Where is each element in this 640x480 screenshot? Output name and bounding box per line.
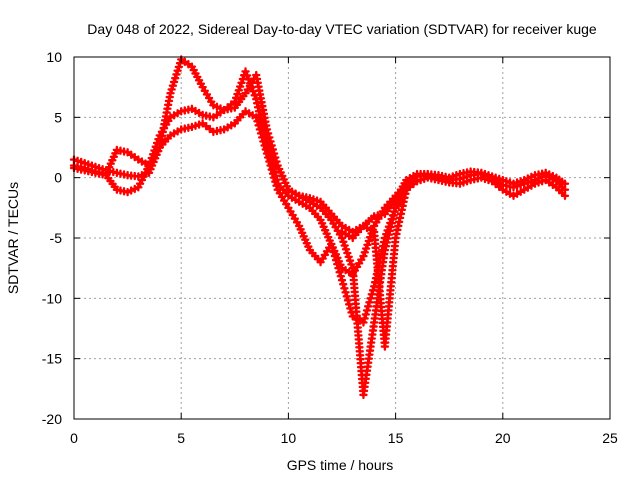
axis-ticks [73, 56, 611, 420]
x-tick-label: 25 [602, 430, 618, 446]
y-tick-label: -15 [42, 351, 62, 367]
x-tick-label: 0 [70, 430, 78, 446]
x-axis-label: GPS time / hours [287, 457, 394, 473]
x-tick-label: 20 [495, 430, 511, 446]
y-axis-label: SDTVAR / TECUs [5, 182, 21, 294]
y-tick-label: 10 [46, 49, 62, 65]
data-point [560, 191, 570, 200]
series-track-d [284, 175, 422, 400]
data-point [412, 175, 422, 185]
series-track-e [337, 185, 411, 351]
chart-title: Day 048 of 2022, Sidereal Day-to-day VTE… [87, 21, 597, 37]
y-tick-label: -10 [42, 290, 62, 306]
y-tick-label: 0 [54, 170, 62, 186]
x-tick-labels: 0 5 10 15 20 25 [70, 430, 618, 446]
data-point [402, 185, 411, 194]
y-tick-label: 5 [54, 109, 62, 125]
y-tick-label: -5 [50, 230, 63, 246]
data-series [69, 55, 570, 400]
y-tick-labels: -20 -15 -10 -5 0 5 10 [42, 49, 62, 427]
y-tick-label: -20 [42, 411, 62, 427]
x-tick-label: 5 [177, 430, 185, 446]
x-tick-label: 15 [388, 430, 404, 446]
x-tick-label: 10 [281, 430, 297, 446]
series-track-a [69, 55, 570, 237]
